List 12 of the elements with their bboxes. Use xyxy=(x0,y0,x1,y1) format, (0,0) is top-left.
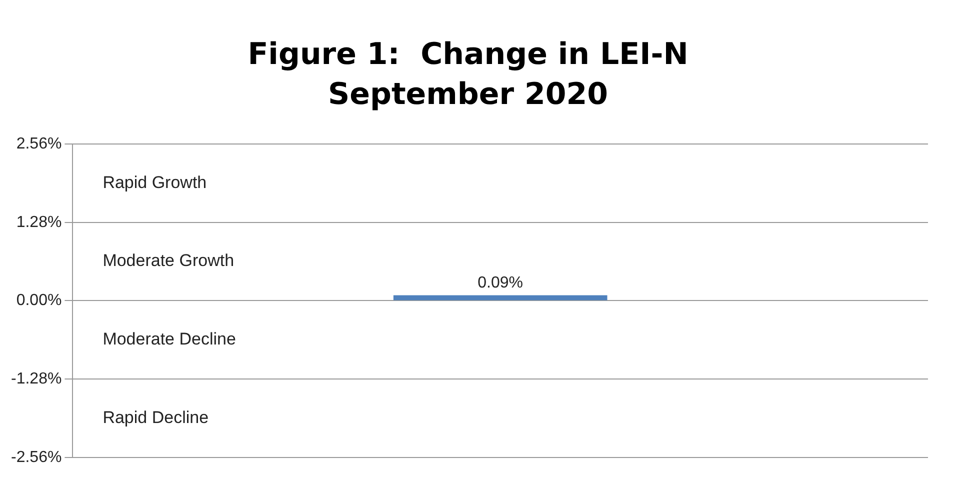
annotation: Moderate Growth xyxy=(102,251,234,270)
data-label: 0.09% xyxy=(478,274,524,292)
chart-title: Figure 1: Change in LEI-N xyxy=(248,36,688,72)
y-tick-label: 1.28% xyxy=(16,214,62,231)
chart-subtitle: September 2020 xyxy=(328,76,608,112)
annotation: Moderate Decline xyxy=(102,330,236,349)
annotation: Rapid Growth xyxy=(102,172,207,192)
y-tick-label: -2.56% xyxy=(10,448,62,466)
y-tick-label: 2.56% xyxy=(16,135,62,152)
annotation: Rapid Decline xyxy=(102,408,209,427)
y-tick-label: -1.28% xyxy=(10,370,62,388)
y-tick-label: 0.00% xyxy=(16,292,62,310)
